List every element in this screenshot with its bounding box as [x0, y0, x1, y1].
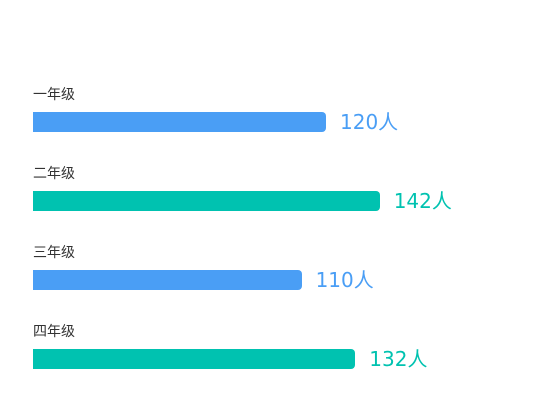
category-label: 四年级 [33, 324, 75, 340]
value-label: 142人 [393, 189, 452, 213]
value-label: 132人 [369, 347, 428, 371]
category-label: 一年级 [33, 87, 75, 103]
bar-row: 四年级 132人 [0, 323, 550, 383]
category-label: 二年级 [33, 166, 75, 182]
value-label: 120人 [340, 110, 399, 134]
bar [33, 270, 302, 290]
bar [33, 349, 356, 369]
bar-row: 二年级 142人 [0, 165, 550, 225]
bar-row: 三年级 110人 [0, 244, 550, 304]
bar [33, 112, 326, 132]
bar-row: 一年级 120人 [0, 86, 550, 146]
value-label: 110人 [315, 268, 374, 292]
category-label: 三年级 [33, 245, 75, 261]
bar [33, 191, 380, 211]
